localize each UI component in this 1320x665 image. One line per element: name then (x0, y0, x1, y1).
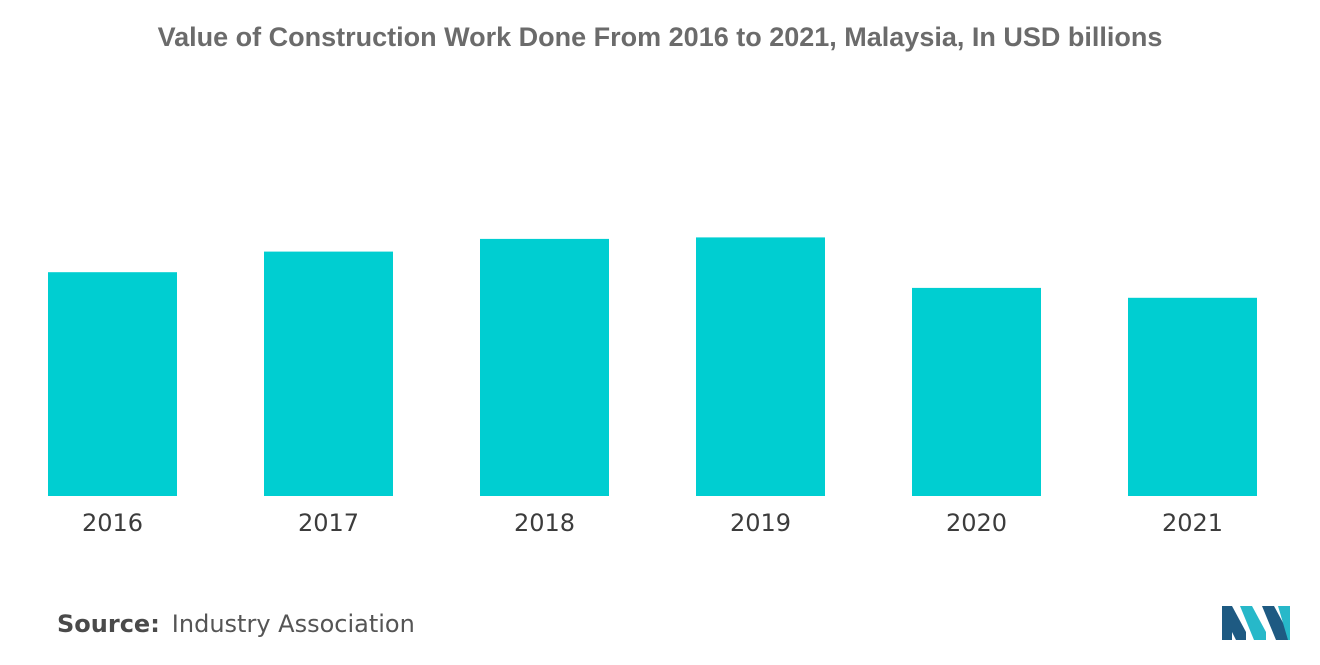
chart-title: Value of Construction Work Done From 201… (157, 22, 1163, 52)
x-tick-label-2017: 2017 (298, 509, 359, 537)
bar-2021 (1128, 297, 1257, 496)
bars-group (48, 237, 1257, 496)
x-tick-label-2020: 2020 (946, 509, 1007, 537)
bar-2016 (48, 272, 177, 496)
bar-2020 (912, 287, 1041, 496)
x-tick-labels: 2016 2017 2018 2019 2020 2021 (82, 509, 1223, 537)
source-text: Industry Association (171, 610, 415, 638)
x-tick-label-2016: 2016 (82, 509, 143, 537)
bar-2017 (264, 251, 393, 496)
x-tick-label-2021: 2021 (1162, 509, 1223, 537)
x-tick-label-2019: 2019 (730, 509, 791, 537)
source-line: Source: Industry Association (57, 610, 415, 638)
bar-2019 (696, 237, 825, 496)
source-label: Source: (57, 610, 160, 638)
bar-2018 (480, 238, 609, 496)
mordor-intelligence-logo-icon (1222, 606, 1290, 640)
x-tick-label-2018: 2018 (514, 509, 575, 537)
